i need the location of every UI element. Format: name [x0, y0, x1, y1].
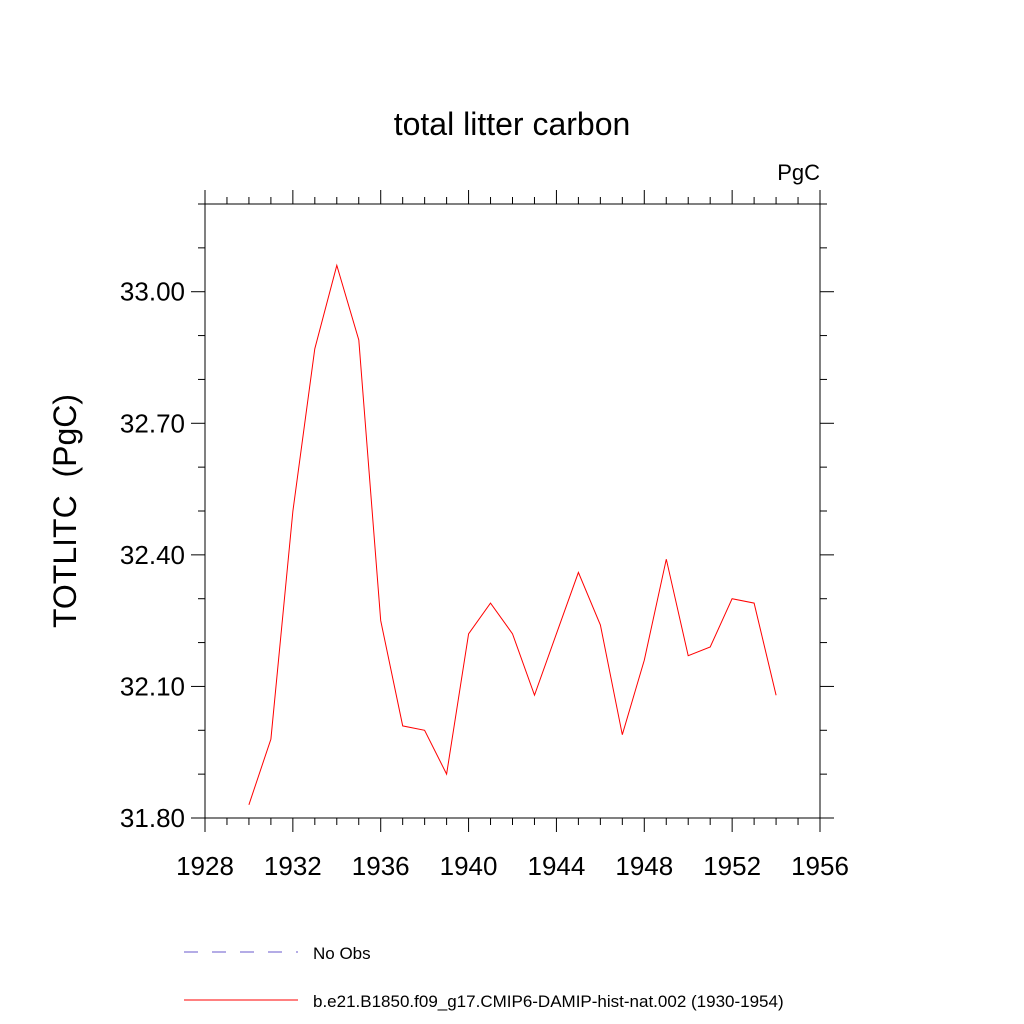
y-tick-label: 32.10 [120, 671, 185, 701]
chart-title: total litter carbon [394, 106, 631, 142]
y-tick-label: 33.00 [120, 277, 185, 307]
y-axis-label: TOTLITC (PgC) [47, 394, 83, 628]
legend-label: No Obs [313, 944, 371, 963]
x-tick-label: 1948 [615, 851, 673, 881]
x-tick-label: 1952 [703, 851, 761, 881]
y-tick-label: 32.40 [120, 540, 185, 570]
data-series [248, 263, 777, 805]
x-tick-label: 1956 [791, 851, 849, 881]
x-tick-label: 1932 [264, 851, 322, 881]
x-tick-label: 1928 [176, 851, 234, 881]
y-tick-label: 31.80 [120, 803, 185, 833]
x-tick-label: 1940 [440, 851, 498, 881]
tick-labels: 1928 1932 1936 1940 1944 1948 1952 1956 31.80 32.… [120, 277, 849, 881]
legend-label: b.e21.B1850.f09_g17.CMIP6-DAMIP-hist-nat… [313, 992, 784, 1011]
x-tick-label: 1936 [352, 851, 410, 881]
y-tick-label: 32.70 [120, 408, 185, 438]
plot-frame [204, 203, 821, 819]
legend: No Obs b.e21.B1850.f09_g17.CMIP6-DAMIP-hi… [184, 944, 784, 1011]
units-label: PgC [777, 160, 820, 185]
series-line [248, 263, 777, 805]
x-tick-label: 1944 [528, 851, 586, 881]
axis-ticks [191, 190, 834, 832]
